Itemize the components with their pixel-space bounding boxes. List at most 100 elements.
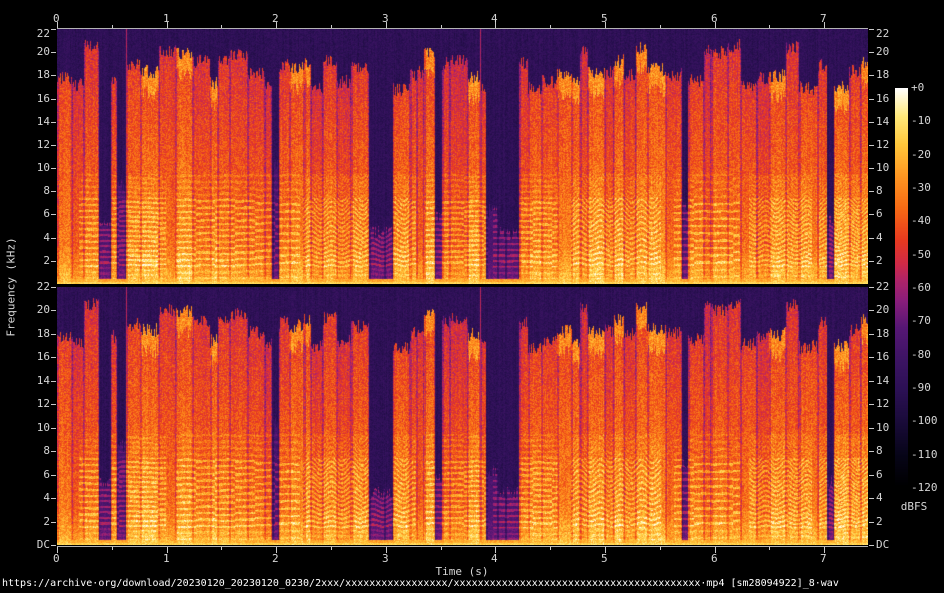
freq-tick-left [51,122,56,123]
freq-tick-right [869,522,874,523]
freq-tick-right [869,145,874,146]
colorbar-tick-label: -20 [911,148,931,161]
time-minor-tick-top [221,25,222,28]
colorbar-tick-label: -120 [911,481,938,494]
colorbar-tick-label: -100 [911,414,938,427]
time-tick-label-bottom: 2 [272,552,279,565]
freq-tick-label-left: 4 [43,491,50,504]
freq-tick-left [51,310,56,311]
freq-tick-label-right: 20 [876,45,890,58]
time-major-tick-bottom [276,547,277,553]
freq-tick-right [869,122,874,123]
time-major-tick-top [57,22,58,28]
freq-tick-left [51,381,56,382]
freq-tick-left [51,498,56,499]
freq-tick-right [869,357,874,358]
freq-tick-left [51,168,56,169]
time-minor-tick-bottom [550,547,551,550]
freq-tick-right [869,238,874,239]
time-minor-tick-top [660,25,661,28]
colorbar-tick-label: -60 [911,281,931,294]
freq-tick-label-right: 16 [876,350,890,363]
time-major-tick-bottom [167,547,168,553]
colorbar [895,88,908,488]
colorbar-tick-label: +0 [911,81,925,94]
freq-tick-left [51,238,56,239]
freq-tick-right [869,451,874,452]
time-tick-label-top: 6 [711,12,718,25]
colorbar-tick-label: -80 [911,348,931,361]
freq-tick-label-right: 6 [876,468,883,481]
freq-tick-right [869,404,874,405]
freq-tick-label-right: 20 [876,303,890,316]
freq-tick-left [51,451,56,452]
freq-tick-label-left: 10 [36,421,50,434]
time-major-tick-bottom [824,547,825,553]
time-minor-tick-bottom [769,547,770,550]
freq-tick-left [51,404,56,405]
freq-tick-label-right: 14 [876,374,890,387]
freq-tick-left [51,29,56,30]
freq-tick-label-left: 16 [36,92,50,105]
time-tick-label-bottom: 3 [382,552,389,565]
freq-tick-label-right: 10 [876,421,890,434]
freq-tick-label-right: 8 [876,184,883,197]
time-minor-tick-bottom [112,547,113,550]
freq-tick-label-left: 20 [36,303,50,316]
colorbar-tick-label: -50 [911,248,931,261]
time-tick-label-bottom: 0 [53,552,60,565]
freq-tick-left [51,214,56,215]
time-minor-tick-top [769,25,770,28]
time-major-tick-bottom [715,547,716,553]
freq-tick-label-left: 12 [36,138,50,151]
time-major-tick-bottom [605,547,606,553]
freq-tick-label-right: 22 [876,280,890,293]
freq-tick-right [869,287,874,288]
freq-tick-left [51,428,56,429]
freq-tick-label-right: 14 [876,115,890,128]
time-tick-label-top: 0 [53,12,60,25]
freq-tick-label-right: 6 [876,207,883,220]
freq-tick-label-left: DC [36,538,50,551]
freq-tick-right [869,75,874,76]
freq-tick-label-left: 2 [43,254,50,267]
time-major-tick-bottom [57,547,58,553]
freq-tick-label-right: 2 [876,254,883,267]
time-major-tick-top [386,22,387,28]
freq-tick-label-right: 18 [876,327,890,340]
time-minor-tick-top [331,25,332,28]
freq-tick-left [51,545,56,546]
time-tick-label-top: 4 [491,12,498,25]
freq-tick-right [869,168,874,169]
time-major-tick-bottom [495,547,496,553]
freq-tick-right [869,428,874,429]
freq-tick-label-left: 12 [36,397,50,410]
status-bar: https://archive·org/download/20230120_20… [2,578,839,589]
freq-tick-label-left: 2 [43,515,50,528]
freq-tick-left [51,75,56,76]
time-major-tick-top [605,22,606,28]
freq-tick-label-right: 22 [876,27,890,40]
freq-tick-label-right: 10 [876,161,890,174]
time-tick-label-bottom: 5 [601,552,608,565]
time-major-tick-top [495,22,496,28]
freq-tick-right [869,29,874,30]
time-major-tick-top [276,22,277,28]
freq-tick-right [869,214,874,215]
time-tick-label-bottom: 4 [491,552,498,565]
time-tick-label-top: 3 [382,12,389,25]
freq-tick-label-left: 20 [36,45,50,58]
freq-tick-label-right: 18 [876,68,890,81]
freq-tick-left [51,475,56,476]
freq-tick-label-left: 18 [36,327,50,340]
freq-tick-left [51,145,56,146]
freq-tick-left [51,261,56,262]
time-tick-label-top: 5 [601,12,608,25]
freq-tick-label-left: 10 [36,161,50,174]
time-axis-line-bottom [57,546,868,547]
time-minor-tick-top [112,25,113,28]
freq-tick-label-right: 16 [876,92,890,105]
time-minor-tick-bottom [660,547,661,550]
colorbar-tick-label: -110 [911,448,938,461]
